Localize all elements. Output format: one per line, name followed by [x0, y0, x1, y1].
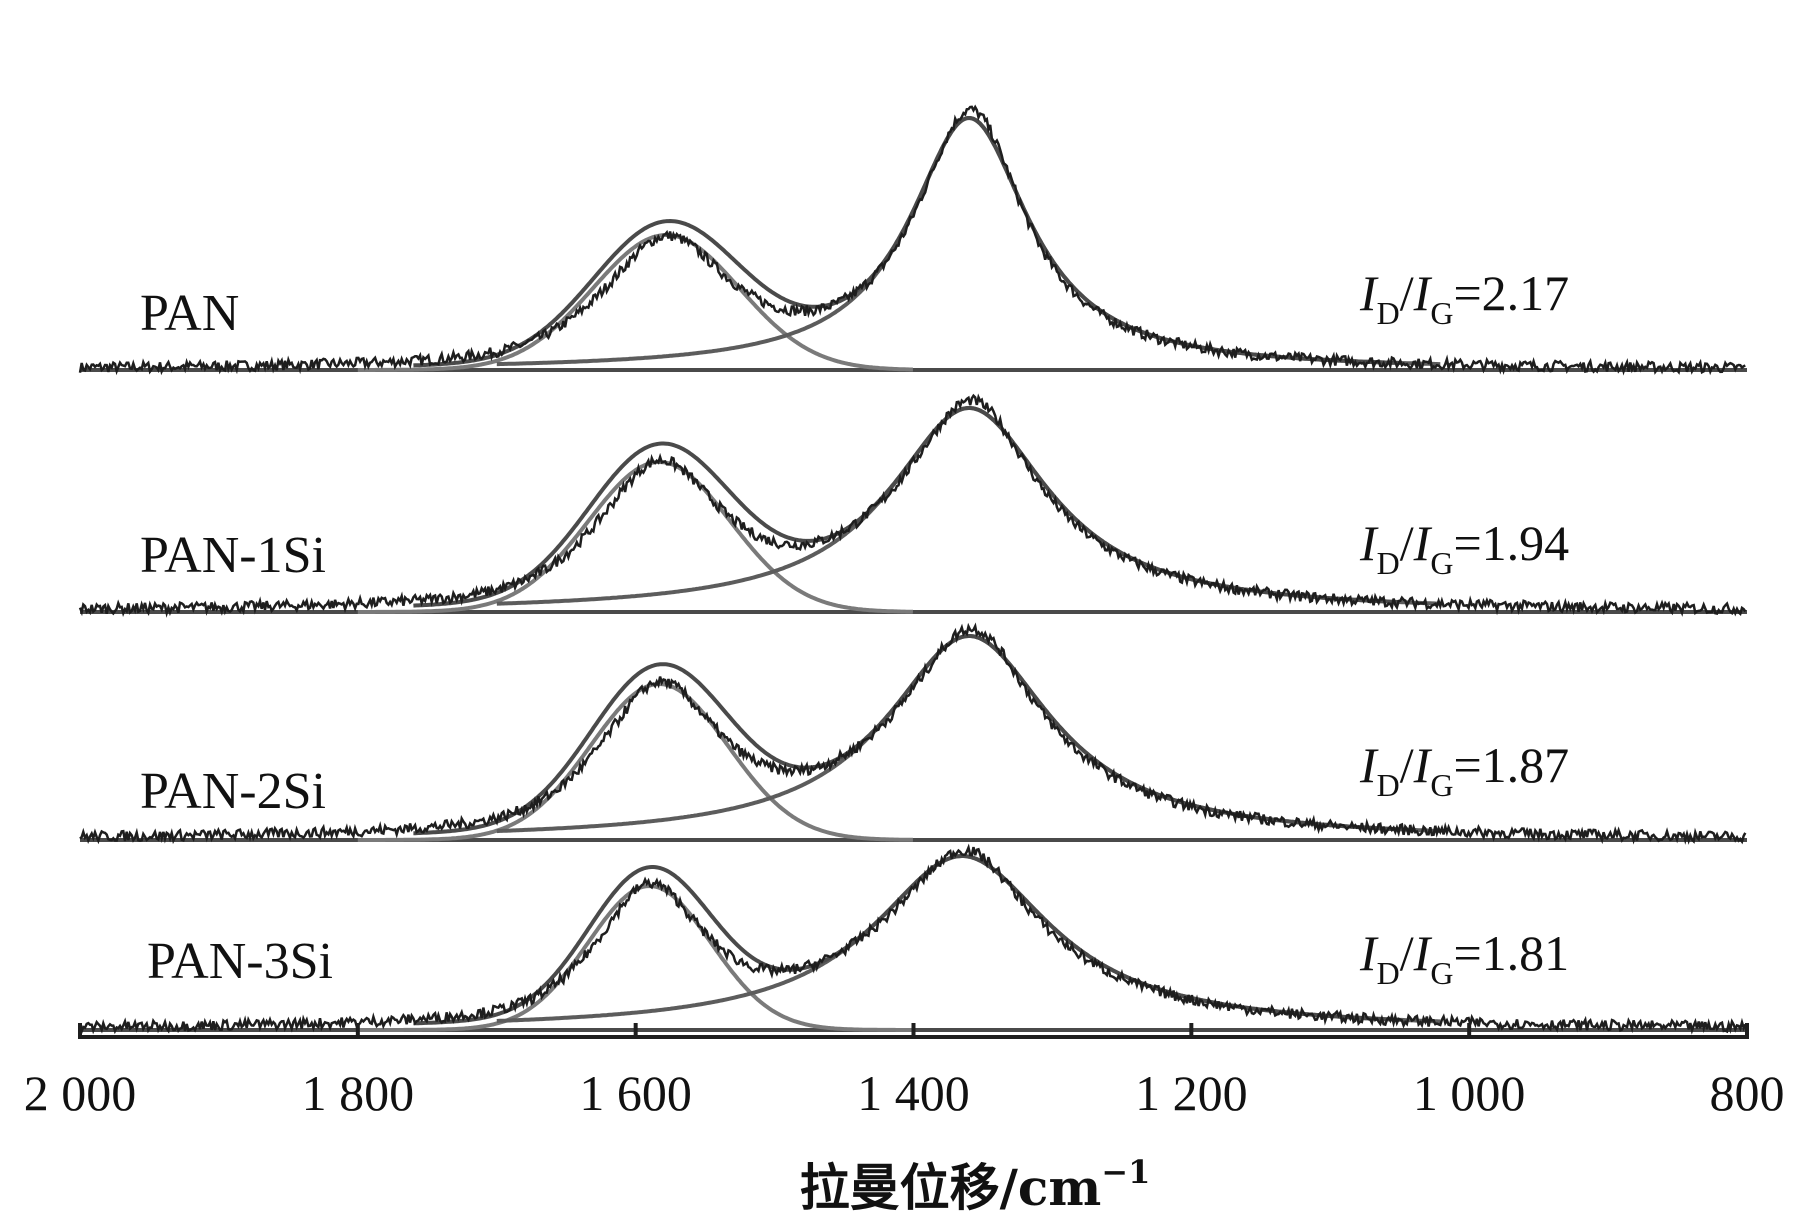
x-axis-title-text: 拉曼位移/cm [800, 1158, 1102, 1217]
series-2-label: PAN-1Si [140, 527, 326, 584]
x-tick-label: 1 200 [1135, 1065, 1248, 1121]
series-3-fit [413, 634, 1399, 836]
series-1-ratio: ID/IG=2.17 [1359, 265, 1569, 331]
x-tick-label: 1 000 [1413, 1065, 1526, 1121]
series-2-fit [413, 406, 1399, 608]
series-4-d-band [496, 854, 1441, 1024]
series-3: PAN-2Si ID/IG=1.87 [79, 622, 1747, 845]
series-3-g-band [357, 682, 913, 842]
x-tick-label: 1 800 [302, 1065, 415, 1121]
series-3-ratio: ID/IG=1.87 [1359, 737, 1569, 803]
series-2-g-band [357, 460, 914, 614]
series-4-ratio: ID/IG=1.81 [1359, 925, 1569, 991]
plot-area: PAN ID/IG=2.17 PAN-1Si ID/IG=1.94 PAN-2Si ID/… [78, 104, 1747, 1035]
series-2: PAN-1Si ID/IG=1.94 [78, 393, 1747, 618]
series-4-fit [413, 854, 1399, 1026]
series-1: PAN ID/IG=2.17 [78, 104, 1747, 376]
x-tick-label: 800 [1710, 1065, 1785, 1121]
x-tick-label: 2 000 [24, 1065, 137, 1121]
series-2-ratio: ID/IG=1.94 [1359, 515, 1569, 581]
series-4-label: PAN-3Si [147, 933, 333, 990]
series-1-d-band [496, 115, 1441, 367]
series-3-raw [79, 622, 1747, 845]
series-4: PAN-3Si ID/IG=1.81 [78, 843, 1747, 1035]
series-3-d-band [496, 634, 1441, 834]
x-axis: 2 000 1 800 1 600 1 400 1 200 1 000 800 [24, 1023, 1785, 1121]
series-2-raw [78, 393, 1747, 618]
series-1-g-band [357, 233, 913, 372]
series-1-label: PAN [140, 285, 239, 342]
x-axis-title-sup: −1 [1101, 1153, 1150, 1191]
series-3-label: PAN-2Si [140, 763, 326, 820]
x-axis-title: 拉曼位移/cm−1 [800, 1153, 1151, 1217]
x-tick-label: 1 400 [857, 1065, 970, 1121]
series-1-raw [78, 104, 1746, 376]
x-tick-label: 1 600 [579, 1065, 692, 1121]
series-2-d-band [496, 406, 1441, 606]
